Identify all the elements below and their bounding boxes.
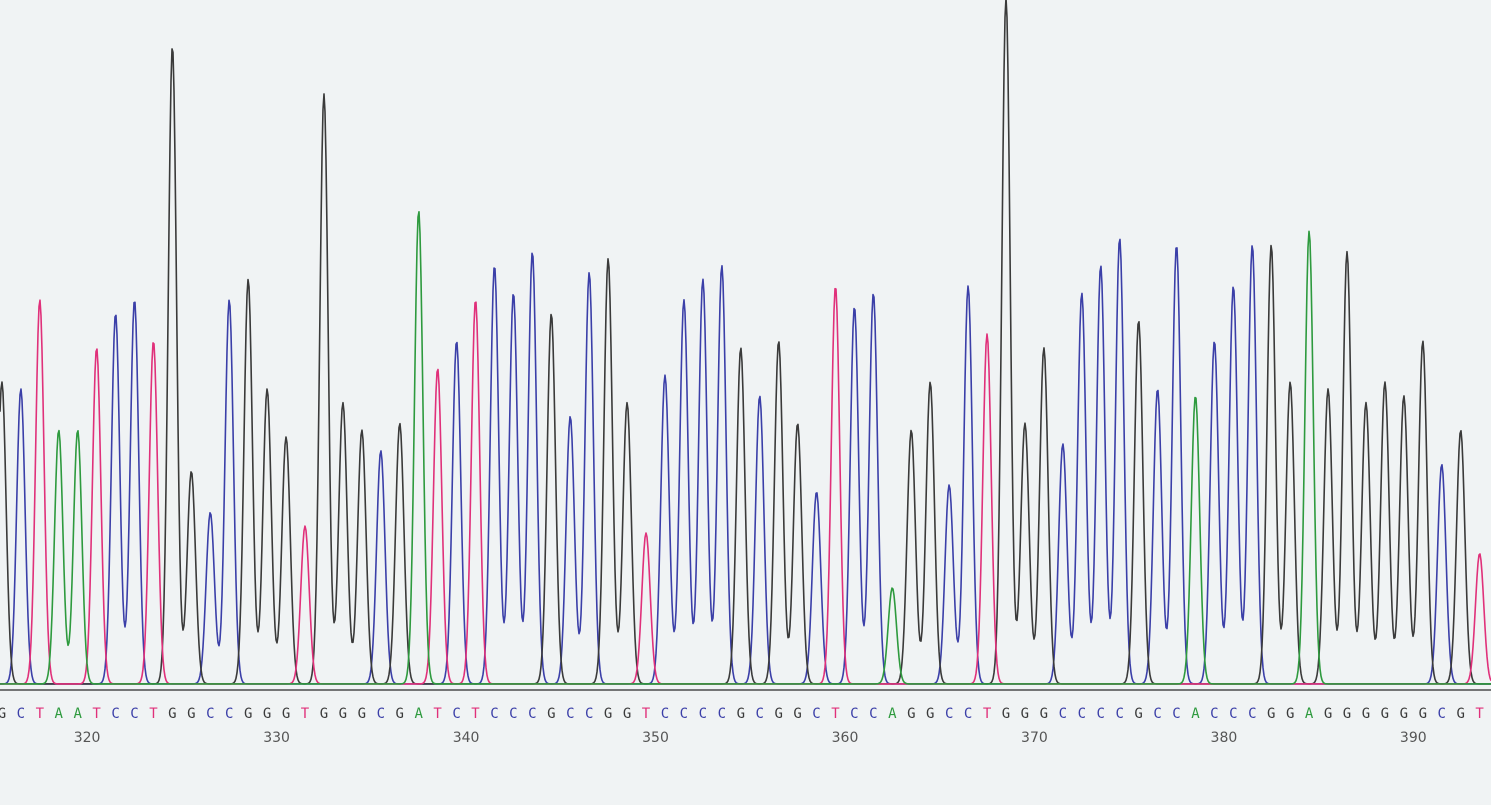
position-tick-label: 390 bbox=[1400, 730, 1427, 746]
base-call-label: T bbox=[301, 706, 310, 722]
base-call-label: G bbox=[358, 706, 366, 722]
base-call-label: G bbox=[1021, 706, 1029, 722]
position-tick-label: 370 bbox=[1021, 730, 1048, 746]
base-call-label: C bbox=[1153, 706, 1161, 722]
base-call-label: G bbox=[0, 706, 6, 722]
base-call-label: G bbox=[1002, 706, 1010, 722]
base-call-label: G bbox=[168, 706, 176, 722]
base-call-label: G bbox=[547, 706, 555, 722]
base-call-label: C bbox=[490, 706, 498, 722]
trace-A bbox=[0, 211, 1491, 685]
trace-G bbox=[0, 0, 1491, 685]
base-call-label: T bbox=[642, 706, 651, 722]
base-call-label: C bbox=[812, 706, 820, 722]
base-call-label: G bbox=[1343, 706, 1351, 722]
base-call-label: T bbox=[433, 706, 442, 722]
base-call-label: C bbox=[377, 706, 385, 722]
position-tick-label: 330 bbox=[263, 730, 290, 746]
base-call-label: G bbox=[339, 706, 347, 722]
base-call-label: A bbox=[888, 706, 897, 722]
base-call-label: G bbox=[1362, 706, 1370, 722]
base-call-label: G bbox=[774, 706, 782, 722]
base-call-label: C bbox=[1078, 706, 1086, 722]
position-axis: 320 330 340 350 360 370 380 390 bbox=[74, 730, 1427, 746]
base-call-label: G bbox=[1419, 706, 1427, 722]
base-call-label: C bbox=[1059, 706, 1067, 722]
base-call-label: G bbox=[737, 706, 745, 722]
base-call-label: G bbox=[1456, 706, 1464, 722]
base-call-label: C bbox=[680, 706, 688, 722]
base-call-label: C bbox=[1172, 706, 1180, 722]
base-call-label: G bbox=[926, 706, 934, 722]
base-call-label: C bbox=[585, 706, 593, 722]
base-call-label: G bbox=[793, 706, 801, 722]
base-call-label: C bbox=[111, 706, 119, 722]
base-call-label: G bbox=[282, 706, 290, 722]
base-call-label: G bbox=[244, 706, 252, 722]
base-call-label: C bbox=[869, 706, 877, 722]
base-call-label: T bbox=[831, 706, 840, 722]
position-tick-label: 360 bbox=[832, 730, 859, 746]
base-call-label: C bbox=[1229, 706, 1237, 722]
base-call-label: C bbox=[1437, 706, 1445, 722]
base-call-label: G bbox=[1286, 706, 1294, 722]
base-call-label: C bbox=[1115, 706, 1123, 722]
base-call-label: G bbox=[1381, 706, 1389, 722]
base-call-label: G bbox=[1324, 706, 1332, 722]
base-call-label: C bbox=[964, 706, 972, 722]
base-call-label: G bbox=[187, 706, 195, 722]
base-call-label: G bbox=[907, 706, 915, 722]
base-call-label: C bbox=[755, 706, 763, 722]
base-call-label: C bbox=[17, 706, 25, 722]
position-tick-label: 340 bbox=[453, 730, 480, 746]
base-call-label: C bbox=[1248, 706, 1256, 722]
base-call-label: C bbox=[528, 706, 536, 722]
base-call-label: T bbox=[983, 706, 992, 722]
base-call-label: C bbox=[452, 706, 460, 722]
position-tick-label: 380 bbox=[1211, 730, 1238, 746]
base-call-label: A bbox=[54, 706, 63, 722]
base-call-label: C bbox=[225, 706, 233, 722]
base-call-label: T bbox=[149, 706, 158, 722]
base-call-label: G bbox=[1400, 706, 1408, 722]
base-call-label: C bbox=[699, 706, 707, 722]
base-call-label: G bbox=[623, 706, 631, 722]
base-call-label: A bbox=[1191, 706, 1200, 722]
base-call-label: A bbox=[1305, 706, 1314, 722]
base-call-label: C bbox=[661, 706, 669, 722]
base-call-label: C bbox=[718, 706, 726, 722]
base-call-label: A bbox=[73, 706, 82, 722]
base-call-label: G bbox=[604, 706, 612, 722]
base-call-label: G bbox=[320, 706, 328, 722]
base-call-label: C bbox=[850, 706, 858, 722]
base-call-label: T bbox=[471, 706, 480, 722]
base-call-label: C bbox=[945, 706, 953, 722]
base-call-label: C bbox=[206, 706, 214, 722]
trace-C bbox=[0, 238, 1491, 685]
base-call-label: G bbox=[395, 706, 403, 722]
base-call-label: G bbox=[263, 706, 271, 722]
base-call-label: G bbox=[1267, 706, 1275, 722]
base-call-label: T bbox=[92, 706, 101, 722]
base-call-label: G bbox=[1134, 706, 1142, 722]
base-call-label: A bbox=[414, 706, 423, 722]
base-call-label: G bbox=[1040, 706, 1048, 722]
position-tick-label: 350 bbox=[642, 730, 669, 746]
base-call-label: C bbox=[509, 706, 517, 722]
base-call-label: C bbox=[1096, 706, 1104, 722]
base-call-label: C bbox=[566, 706, 574, 722]
base-call-label: T bbox=[1475, 706, 1484, 722]
trace-layer bbox=[0, 0, 1491, 685]
base-call-label: C bbox=[130, 706, 138, 722]
base-call-label: T bbox=[36, 706, 45, 722]
base-call-label: C bbox=[1210, 706, 1218, 722]
position-tick-label: 320 bbox=[74, 730, 101, 746]
